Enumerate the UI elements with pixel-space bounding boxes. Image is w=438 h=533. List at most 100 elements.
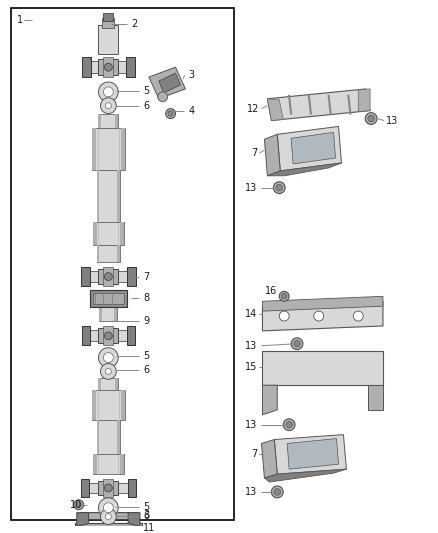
Circle shape	[291, 338, 303, 350]
Polygon shape	[77, 513, 140, 520]
Bar	[81, 482, 99, 494]
Text: 13: 13	[245, 419, 258, 430]
Text: 6: 6	[143, 511, 149, 521]
Polygon shape	[291, 132, 336, 164]
Text: 3: 3	[143, 510, 149, 520]
Polygon shape	[149, 67, 185, 99]
Bar	[92, 454, 124, 474]
Circle shape	[282, 294, 287, 299]
Bar	[103, 13, 113, 21]
Circle shape	[279, 311, 289, 321]
Bar	[92, 222, 96, 245]
Bar	[82, 57, 91, 77]
Bar	[115, 114, 118, 128]
Polygon shape	[265, 134, 280, 176]
Text: 7: 7	[251, 148, 258, 158]
Circle shape	[100, 364, 116, 379]
Text: 11: 11	[143, 523, 155, 533]
Bar	[92, 128, 125, 170]
Text: 12: 12	[247, 103, 259, 114]
Text: 8: 8	[143, 293, 149, 303]
Circle shape	[104, 272, 112, 280]
Circle shape	[166, 109, 176, 118]
Bar	[92, 390, 95, 420]
Polygon shape	[262, 296, 383, 311]
Circle shape	[103, 503, 113, 513]
Circle shape	[272, 486, 283, 498]
Text: 16: 16	[265, 286, 277, 296]
Polygon shape	[368, 385, 383, 410]
Bar	[99, 59, 118, 75]
Bar	[118, 61, 135, 73]
Text: 13: 13	[245, 183, 258, 192]
Bar	[96, 170, 120, 222]
Bar	[92, 293, 124, 304]
Text: 13: 13	[245, 341, 258, 351]
Circle shape	[368, 115, 374, 122]
Bar	[99, 378, 118, 390]
Circle shape	[103, 353, 113, 362]
Text: 6: 6	[143, 366, 149, 375]
Bar	[127, 266, 136, 286]
Bar	[92, 128, 95, 170]
Bar	[103, 266, 113, 286]
Circle shape	[158, 92, 168, 102]
Circle shape	[314, 311, 324, 321]
Polygon shape	[267, 89, 370, 120]
Circle shape	[104, 332, 112, 340]
Circle shape	[283, 419, 295, 431]
Circle shape	[168, 111, 173, 116]
Polygon shape	[267, 99, 283, 120]
Circle shape	[99, 82, 118, 102]
Bar	[81, 266, 90, 286]
Text: 13: 13	[245, 487, 258, 497]
Circle shape	[99, 498, 118, 518]
Polygon shape	[261, 440, 277, 478]
Circle shape	[100, 98, 116, 114]
Bar	[118, 482, 136, 494]
Bar	[82, 326, 90, 345]
Bar	[103, 57, 113, 77]
Bar	[11, 8, 234, 520]
Bar	[99, 328, 118, 343]
Polygon shape	[287, 439, 339, 469]
Circle shape	[353, 311, 363, 321]
Text: 6: 6	[143, 101, 149, 111]
Bar	[81, 271, 99, 282]
Circle shape	[294, 341, 300, 347]
Circle shape	[106, 514, 111, 520]
Circle shape	[106, 103, 111, 109]
Text: 2: 2	[131, 19, 138, 29]
Text: 9: 9	[143, 316, 149, 326]
Bar	[118, 330, 135, 341]
Bar	[92, 222, 124, 245]
Bar	[127, 326, 135, 345]
Polygon shape	[265, 469, 346, 482]
Text: 5: 5	[143, 86, 149, 96]
Bar	[103, 479, 113, 497]
Polygon shape	[262, 385, 277, 415]
Text: 7: 7	[251, 449, 258, 459]
Text: 3: 3	[188, 70, 194, 80]
Bar	[82, 61, 99, 73]
Polygon shape	[159, 73, 180, 93]
Text: 10: 10	[70, 500, 82, 510]
Circle shape	[106, 368, 111, 374]
Bar	[99, 306, 117, 321]
Polygon shape	[262, 301, 383, 331]
Circle shape	[99, 348, 118, 367]
Circle shape	[365, 112, 377, 124]
Text: 13: 13	[386, 116, 398, 125]
Text: 1: 1	[17, 15, 23, 25]
Bar	[126, 57, 135, 77]
Bar	[121, 128, 125, 170]
Bar	[81, 479, 88, 497]
Bar	[102, 18, 114, 28]
Bar	[99, 269, 118, 285]
Circle shape	[286, 422, 293, 428]
Bar	[99, 481, 118, 495]
Polygon shape	[358, 89, 370, 111]
Bar	[103, 326, 113, 345]
Text: 7: 7	[143, 272, 149, 281]
Circle shape	[103, 87, 113, 97]
